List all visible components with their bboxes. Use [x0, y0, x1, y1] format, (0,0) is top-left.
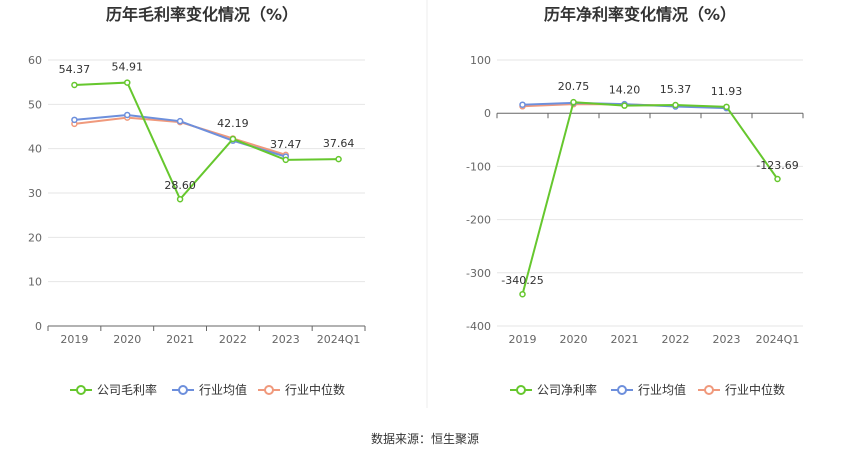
legend-label: 公司净利率 — [537, 382, 597, 397]
y-tick-label: 30 — [28, 187, 42, 200]
x-tick-label: 2023 — [272, 333, 300, 346]
chart-title: 历年净利率变化情况（%） — [544, 5, 736, 24]
data-point-company — [723, 103, 730, 111]
legend-label: 行业均值 — [199, 382, 247, 397]
y-tick-label: 10 — [28, 276, 42, 289]
legend-circle-icon — [704, 385, 714, 395]
y-tick-label: 50 — [28, 98, 42, 111]
data-point-avg — [176, 117, 184, 125]
y-tick-label: -400 — [466, 320, 491, 333]
data-label: 15.37 — [660, 83, 692, 96]
data-point-company — [71, 81, 78, 89]
legend-label: 公司毛利率 — [97, 382, 157, 397]
x-tick-label: 2021 — [166, 333, 194, 346]
data-point-company — [672, 101, 679, 109]
series-line-company — [521, 101, 779, 295]
data-point-company — [570, 98, 577, 106]
data-point-avg — [71, 116, 78, 124]
data-point-company — [519, 290, 526, 298]
y-tick-label: 100 — [470, 54, 491, 67]
x-tick-label: 2023 — [713, 333, 741, 346]
data-label: 20.75 — [558, 80, 590, 93]
legend-circle-icon — [516, 385, 526, 395]
data-source-note: 数据来源：恒生聚源 — [371, 431, 479, 446]
x-tick-label: 2020 — [560, 333, 588, 346]
data-point-company — [774, 175, 781, 183]
legend-circle-icon — [178, 385, 188, 395]
chart-title: 历年毛利率变化情况（%） — [106, 5, 298, 24]
data-point-company — [229, 135, 237, 143]
data-point-company — [176, 195, 184, 203]
data-point-avg — [519, 101, 526, 108]
data-label: 42.19 — [217, 117, 249, 130]
legend-circle-icon — [264, 385, 274, 395]
legend-label: 行业中位数 — [725, 382, 785, 397]
data-label: 28.60 — [164, 179, 196, 192]
data-label: 54.37 — [59, 63, 91, 76]
x-tick-label: 2021 — [611, 333, 639, 346]
y-tick-label: 0 — [484, 107, 491, 120]
data-point-company — [621, 102, 628, 109]
data-label: 11.93 — [711, 85, 743, 98]
x-tick-label: 2020 — [113, 333, 141, 346]
data-point-company — [124, 79, 131, 86]
data-label: 37.47 — [270, 138, 302, 151]
y-tick-label: -100 — [466, 160, 491, 173]
data-point-company — [335, 155, 342, 163]
x-tick-label: 2019 — [509, 333, 537, 346]
x-tick-label: 2024Q1 — [756, 333, 800, 346]
x-tick-label: 2022 — [219, 333, 247, 346]
y-tick-label: 60 — [28, 54, 42, 67]
x-tick-label: 2024Q1 — [317, 333, 361, 346]
legend-circle-icon — [617, 385, 627, 395]
legend-label: 行业均值 — [638, 382, 686, 397]
legend-circle-icon — [76, 385, 86, 395]
legend-label: 行业中位数 — [285, 382, 345, 397]
data-label: 14.20 — [609, 84, 641, 97]
data-label: -340.25 — [501, 274, 543, 287]
data-point-company — [282, 156, 289, 164]
data-label: -123.69 — [756, 159, 798, 172]
y-tick-label: -300 — [466, 267, 491, 280]
y-tick-label: -200 — [466, 214, 491, 227]
x-tick-label: 2022 — [662, 333, 690, 346]
x-tick-label: 2019 — [60, 333, 88, 346]
data-label: 37.64 — [323, 137, 355, 150]
y-tick-label: 40 — [28, 143, 42, 156]
data-label: 54.91 — [112, 61, 144, 74]
series-line-company — [74, 81, 339, 202]
data-point-avg — [124, 111, 131, 119]
y-tick-label: 20 — [28, 231, 42, 244]
y-tick-label: 0 — [35, 320, 42, 333]
